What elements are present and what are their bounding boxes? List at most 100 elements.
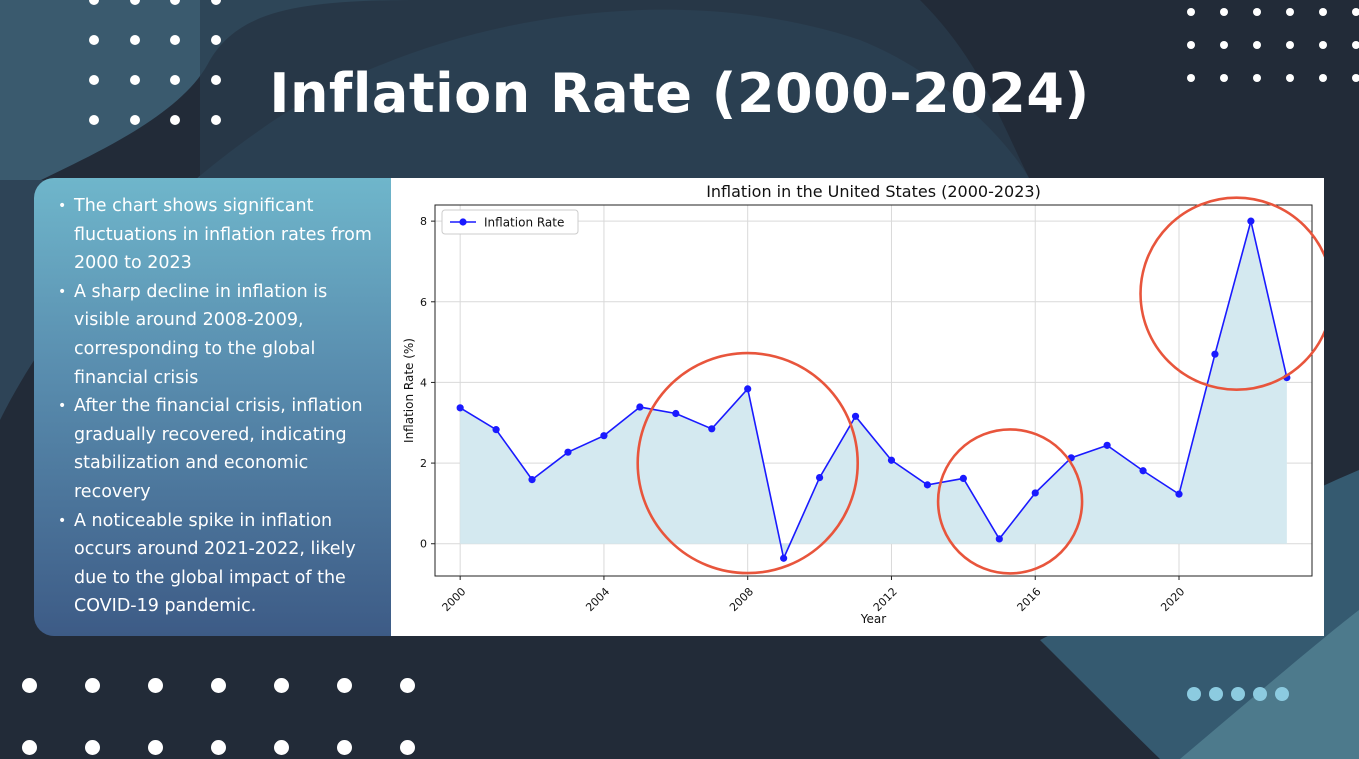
summary-bullet-list: The chart shows significant fluctuations… xyxy=(58,192,388,621)
decorative-dot xyxy=(21,739,37,755)
decorative-dot xyxy=(89,0,99,5)
data-point xyxy=(995,535,1003,543)
decorative-dot xyxy=(210,677,226,693)
data-point xyxy=(636,403,644,411)
data-point xyxy=(1211,350,1219,358)
decorative-dot xyxy=(1187,687,1201,701)
data-point xyxy=(744,385,752,393)
decorative-dot xyxy=(1187,41,1195,49)
decorative-dot xyxy=(1253,41,1261,49)
highlight-circle xyxy=(936,428,1084,575)
decorative-dot xyxy=(1253,8,1261,16)
decorative-dot xyxy=(147,677,163,693)
x-tick-label: 2004 xyxy=(583,585,612,614)
x-tick-label: 2020 xyxy=(1158,585,1187,614)
decorative-dot xyxy=(170,35,180,45)
data-point xyxy=(1031,489,1039,497)
data-point xyxy=(887,456,896,464)
legend-marker xyxy=(459,218,467,226)
data-point xyxy=(815,474,824,482)
y-tick-label: 0 xyxy=(420,538,427,551)
decorative-dot xyxy=(170,0,180,5)
decorative-dot xyxy=(129,115,140,125)
legend-box xyxy=(441,209,579,235)
x-tick-label: 2016 xyxy=(1015,585,1044,614)
decorative-dot xyxy=(1253,687,1267,701)
decorative-dot xyxy=(170,75,180,85)
decorative-dot xyxy=(1286,74,1294,82)
y-axis-label: Inflation Rate (%) xyxy=(402,338,416,443)
decorative-dot xyxy=(336,677,352,693)
decorative-dot xyxy=(210,35,221,45)
data-point xyxy=(851,412,860,420)
x-tick-label: 2000 xyxy=(440,585,469,614)
data-point xyxy=(959,474,967,483)
decorative-dot xyxy=(1319,41,1327,49)
data-point xyxy=(923,481,932,489)
data-point xyxy=(600,432,608,440)
summary-bullet: A sharp decline in inflation is visible … xyxy=(58,278,388,392)
decorative-dot xyxy=(1253,74,1261,82)
highlight-circle xyxy=(1139,196,1324,391)
data-point xyxy=(492,426,500,434)
y-tick-label: 2 xyxy=(420,457,427,470)
decorative-dot xyxy=(1319,74,1327,82)
plot-frame xyxy=(434,204,1313,577)
decorative-dot xyxy=(1352,41,1359,49)
decorative-dot xyxy=(273,677,289,693)
y-tick-label: 8 xyxy=(420,215,427,228)
decorative-dot xyxy=(1220,41,1228,49)
data-point xyxy=(1247,217,1255,225)
x-axis-label: Year xyxy=(860,612,886,626)
decorative-dot xyxy=(1352,74,1359,82)
data-point xyxy=(456,404,464,412)
data-point xyxy=(780,554,788,562)
decorative-dot xyxy=(1286,41,1294,49)
decorative-dot xyxy=(273,739,289,755)
chart-title: Inflation in the United States (2000-202… xyxy=(706,182,1041,201)
decorative-dot xyxy=(1231,687,1245,701)
y-tick-label: 6 xyxy=(420,296,427,309)
decorative-dot xyxy=(1220,74,1228,82)
decorative-dot xyxy=(399,677,415,693)
decorative-dot xyxy=(1352,8,1359,16)
decorative-dot xyxy=(89,75,99,85)
inflation-chart: 0 2 4 6 8 2000 2004 2008 2012 2016 2020 Inflation i… xyxy=(402,182,1324,626)
decorative-dot xyxy=(89,115,99,125)
decorative-dot xyxy=(84,739,100,755)
chart-panel: 0 2 4 6 8 2000 2004 2008 2012 2016 2020 Inflation i… xyxy=(391,178,1324,636)
data-point xyxy=(1175,490,1183,498)
slide-title: Inflation Rate (2000-2024) xyxy=(269,62,1090,125)
decorative-dot xyxy=(89,35,99,45)
decorative-dot xyxy=(210,0,221,5)
decorative-dot xyxy=(147,739,163,755)
decorative-dot xyxy=(129,75,140,85)
decorative-dot xyxy=(1220,8,1228,16)
decorative-dot xyxy=(336,739,352,755)
highlight-circle xyxy=(636,351,860,575)
decorative-dot xyxy=(170,115,180,125)
decorative-dot xyxy=(1187,8,1195,16)
summary-bullet: The chart shows significant fluctuations… xyxy=(58,192,388,278)
decorative-dot xyxy=(129,35,140,45)
area-fill xyxy=(460,221,1287,559)
data-point xyxy=(672,409,680,418)
summary-bullet: A noticeable spike in inflation occurs a… xyxy=(58,507,388,621)
data-point xyxy=(1139,467,1147,475)
decorative-dot xyxy=(21,677,37,693)
decorative-dot xyxy=(210,739,226,755)
decorative-dot xyxy=(1209,687,1223,701)
data-point xyxy=(564,448,572,456)
y-tick-label: 4 xyxy=(420,376,427,389)
data-point xyxy=(708,425,716,433)
decorative-dot xyxy=(210,75,221,85)
series-line-inflation-rate xyxy=(459,220,1288,561)
decorative-dot xyxy=(129,0,140,5)
decorative-dot xyxy=(210,115,221,125)
legend-label: Inflation Rate xyxy=(484,216,564,230)
x-tick-label: 2008 xyxy=(727,585,756,614)
data-point xyxy=(1103,441,1111,449)
decorative-dot xyxy=(1187,74,1195,82)
decorative-dot xyxy=(1319,8,1327,16)
decorative-dot xyxy=(84,677,100,693)
